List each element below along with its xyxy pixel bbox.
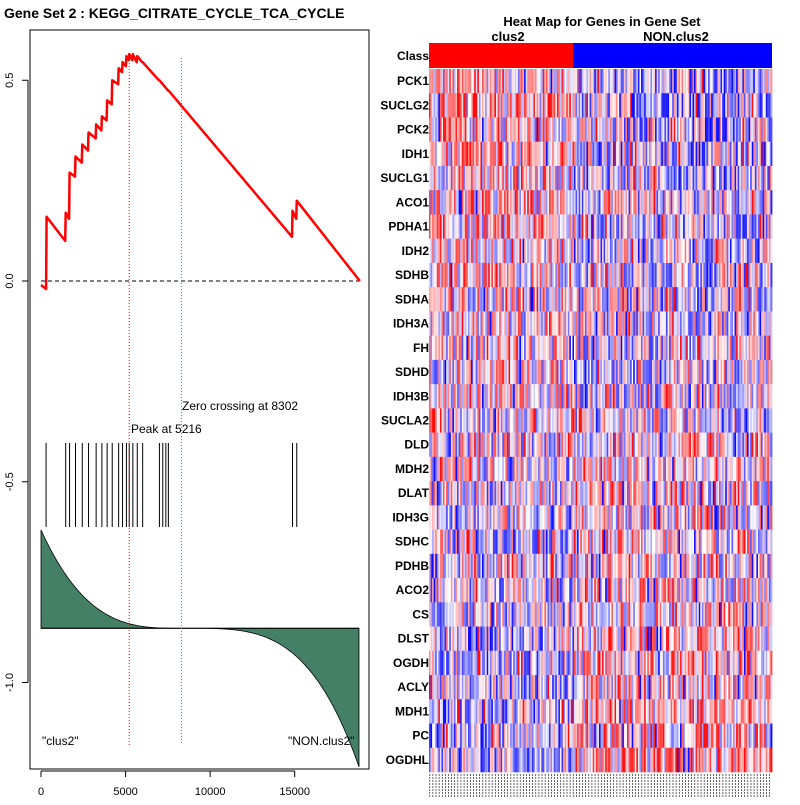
negative-class-label: "NON.clus2"	[288, 734, 355, 748]
heatmap-row	[429, 93, 772, 118]
heatmap-cell	[770, 578, 772, 603]
heatmap-cell	[770, 554, 772, 579]
heatmap-row	[429, 166, 772, 191]
heatmap-panel: Heat Map for Genes in Gene Set clus2 NON…	[380, 14, 772, 798]
heatmap-cell	[770, 408, 772, 433]
heatmap-cell	[770, 239, 772, 264]
heatmap-cell	[770, 117, 772, 142]
heatmap-row	[429, 214, 772, 239]
heatmap-row	[429, 602, 772, 627]
heatmap-row	[429, 190, 772, 215]
heatmap-row	[429, 263, 772, 288]
heatmap-cell	[770, 287, 772, 312]
class-bar-segment	[573, 43, 772, 68]
heatmap-cell	[770, 530, 772, 555]
heatmap-cell	[770, 336, 772, 361]
heatmap-cell	[770, 93, 772, 118]
class-bar	[429, 43, 772, 68]
x-tick-label: 5000	[113, 786, 137, 798]
heatmap-row	[429, 578, 772, 603]
heatmap-cell	[770, 263, 772, 288]
heatmap-row	[429, 384, 772, 409]
class-row-label: Class	[397, 49, 429, 63]
heatmap-row	[429, 505, 772, 530]
heatmap-row	[429, 433, 772, 458]
x-tick-label: 15000	[279, 786, 310, 798]
y-tick-label: 0.5	[4, 73, 16, 88]
heatmap-row	[429, 142, 772, 167]
class-header-non-clus2: NON.clus2	[643, 29, 709, 44]
x-tick-label: 10000	[195, 786, 226, 798]
heatmap-cell	[770, 481, 772, 506]
class-bar-segment	[429, 43, 573, 68]
heatmap-row	[429, 360, 772, 385]
heatmap-row	[429, 457, 772, 482]
heatmap-cell	[770, 214, 772, 239]
heatmap-row	[429, 239, 772, 264]
heatmap-cells	[429, 69, 772, 772]
enrichment-plot-title: Gene Set 2 : KEGG_CITRATE_CYCLE_TCA_CYCL…	[4, 5, 344, 21]
y-tick-label: -0.5	[4, 472, 16, 491]
heatmap-cell	[770, 311, 772, 336]
heatmap-cell	[770, 505, 772, 530]
enrichment-panel: Gene Set 2 : KEGG_CITRATE_CYCLE_TCA_CYCL…	[4, 5, 369, 798]
heatmap-row	[429, 408, 772, 433]
heatmap-cell	[770, 360, 772, 385]
heatmap-row	[429, 554, 772, 579]
heatmap-row	[429, 287, 772, 312]
y-tick-label: 0.0	[4, 273, 16, 288]
metric-profile-area	[41, 530, 359, 767]
heatmap-cell	[770, 166, 772, 191]
heatmap-cell	[770, 457, 772, 482]
heatmap-cell	[770, 384, 772, 409]
class-header-clus2: clus2	[491, 29, 524, 44]
x-tick-label: 0	[38, 786, 44, 798]
zero-crossing-annotation: Zero crossing at 8302	[182, 399, 298, 413]
heatmap-title: Heat Map for Genes in Gene Set	[503, 14, 701, 29]
ranked-metric-profile	[41, 530, 359, 767]
heatmap-cell	[770, 190, 772, 215]
heatmap-row	[429, 69, 772, 94]
gene-hit-markers	[46, 443, 297, 527]
enrichment-score-line	[41, 54, 360, 289]
heatmap-cell	[770, 69, 772, 94]
heatmap-row	[429, 336, 772, 361]
heatmap-row	[429, 481, 772, 506]
y-tick-label: -1.0	[4, 673, 16, 692]
positive-class-label: "clus2"	[42, 734, 79, 748]
heatmap-cell	[770, 142, 772, 167]
peak-annotation: Peak at 5216	[131, 422, 202, 436]
enrichment-score-series	[41, 54, 360, 289]
heatmap-row	[429, 530, 772, 555]
heatmap-row	[429, 311, 772, 336]
heatmap-cell	[770, 433, 772, 458]
heatmap-row	[429, 117, 772, 142]
